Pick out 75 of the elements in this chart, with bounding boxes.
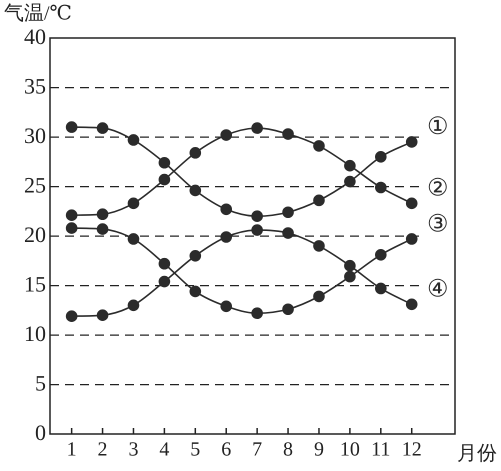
point [190, 184, 202, 196]
series-label: ③ [426, 211, 449, 238]
point [313, 140, 325, 152]
point [406, 298, 418, 310]
point [313, 240, 325, 252]
point [158, 258, 170, 270]
x-tick-label: 4 [159, 438, 170, 460]
y-tick-label: 15 [24, 271, 46, 296]
point [375, 182, 387, 194]
point [128, 233, 140, 245]
x-tick-label: 7 [252, 438, 262, 460]
point [220, 129, 232, 141]
point [406, 198, 418, 210]
point [344, 260, 356, 272]
point [190, 286, 202, 298]
point [66, 121, 78, 133]
point [344, 176, 356, 188]
point [406, 136, 418, 148]
x-tick-label: 8 [283, 438, 294, 460]
y-tick-label: 0 [35, 420, 46, 445]
series-label: ① [426, 114, 449, 140]
x-axis-title: 月份 [457, 442, 497, 464]
point [344, 270, 356, 282]
point [251, 307, 263, 320]
point [220, 300, 232, 312]
x-tick-label: 2 [98, 438, 108, 460]
point [375, 151, 387, 163]
point [282, 206, 294, 218]
x-tick-label: 10 [340, 438, 360, 460]
point [96, 223, 108, 235]
x-tick-label: 6 [221, 438, 232, 460]
point [282, 227, 294, 239]
point [190, 250, 202, 262]
y-tick-label: 40 [24, 24, 46, 49]
point [96, 309, 108, 321]
point [344, 160, 356, 172]
point [251, 210, 263, 222]
point [251, 122, 263, 134]
point [282, 303, 294, 316]
series-label: ④ [426, 276, 449, 303]
point [190, 147, 202, 159]
point [282, 128, 294, 140]
x-tick-label: 1 [66, 438, 77, 460]
point [96, 122, 108, 134]
point [220, 231, 232, 243]
x-tick-label: 11 [371, 438, 390, 460]
y-tick-label: 20 [24, 222, 46, 247]
point [96, 208, 108, 220]
x-tick-label: 3 [128, 438, 138, 460]
point [128, 198, 140, 210]
y-tick-label: 10 [24, 320, 46, 346]
y-tick-label: 25 [24, 172, 46, 198]
y-tick-label: 5 [35, 370, 46, 396]
point [66, 209, 78, 222]
point [158, 174, 170, 186]
x-tick-label: 12 [402, 438, 422, 460]
point [251, 224, 263, 236]
point [158, 156, 170, 169]
x-tick-label: 5 [190, 438, 200, 460]
point [406, 233, 418, 245]
x-tick-label: 9 [314, 438, 324, 460]
point [375, 249, 387, 261]
point [313, 290, 325, 302]
point [158, 276, 170, 288]
point [128, 300, 140, 312]
point [128, 134, 140, 146]
point [66, 222, 78, 234]
point [313, 194, 325, 206]
point [220, 203, 232, 216]
y-tick-label: 35 [24, 73, 46, 98]
point [66, 310, 78, 322]
point [375, 282, 387, 294]
y-tick-label: 30 [24, 122, 46, 148]
y-axis-title: 气温/℃ [4, 2, 72, 24]
series-label: ② [426, 176, 449, 202]
